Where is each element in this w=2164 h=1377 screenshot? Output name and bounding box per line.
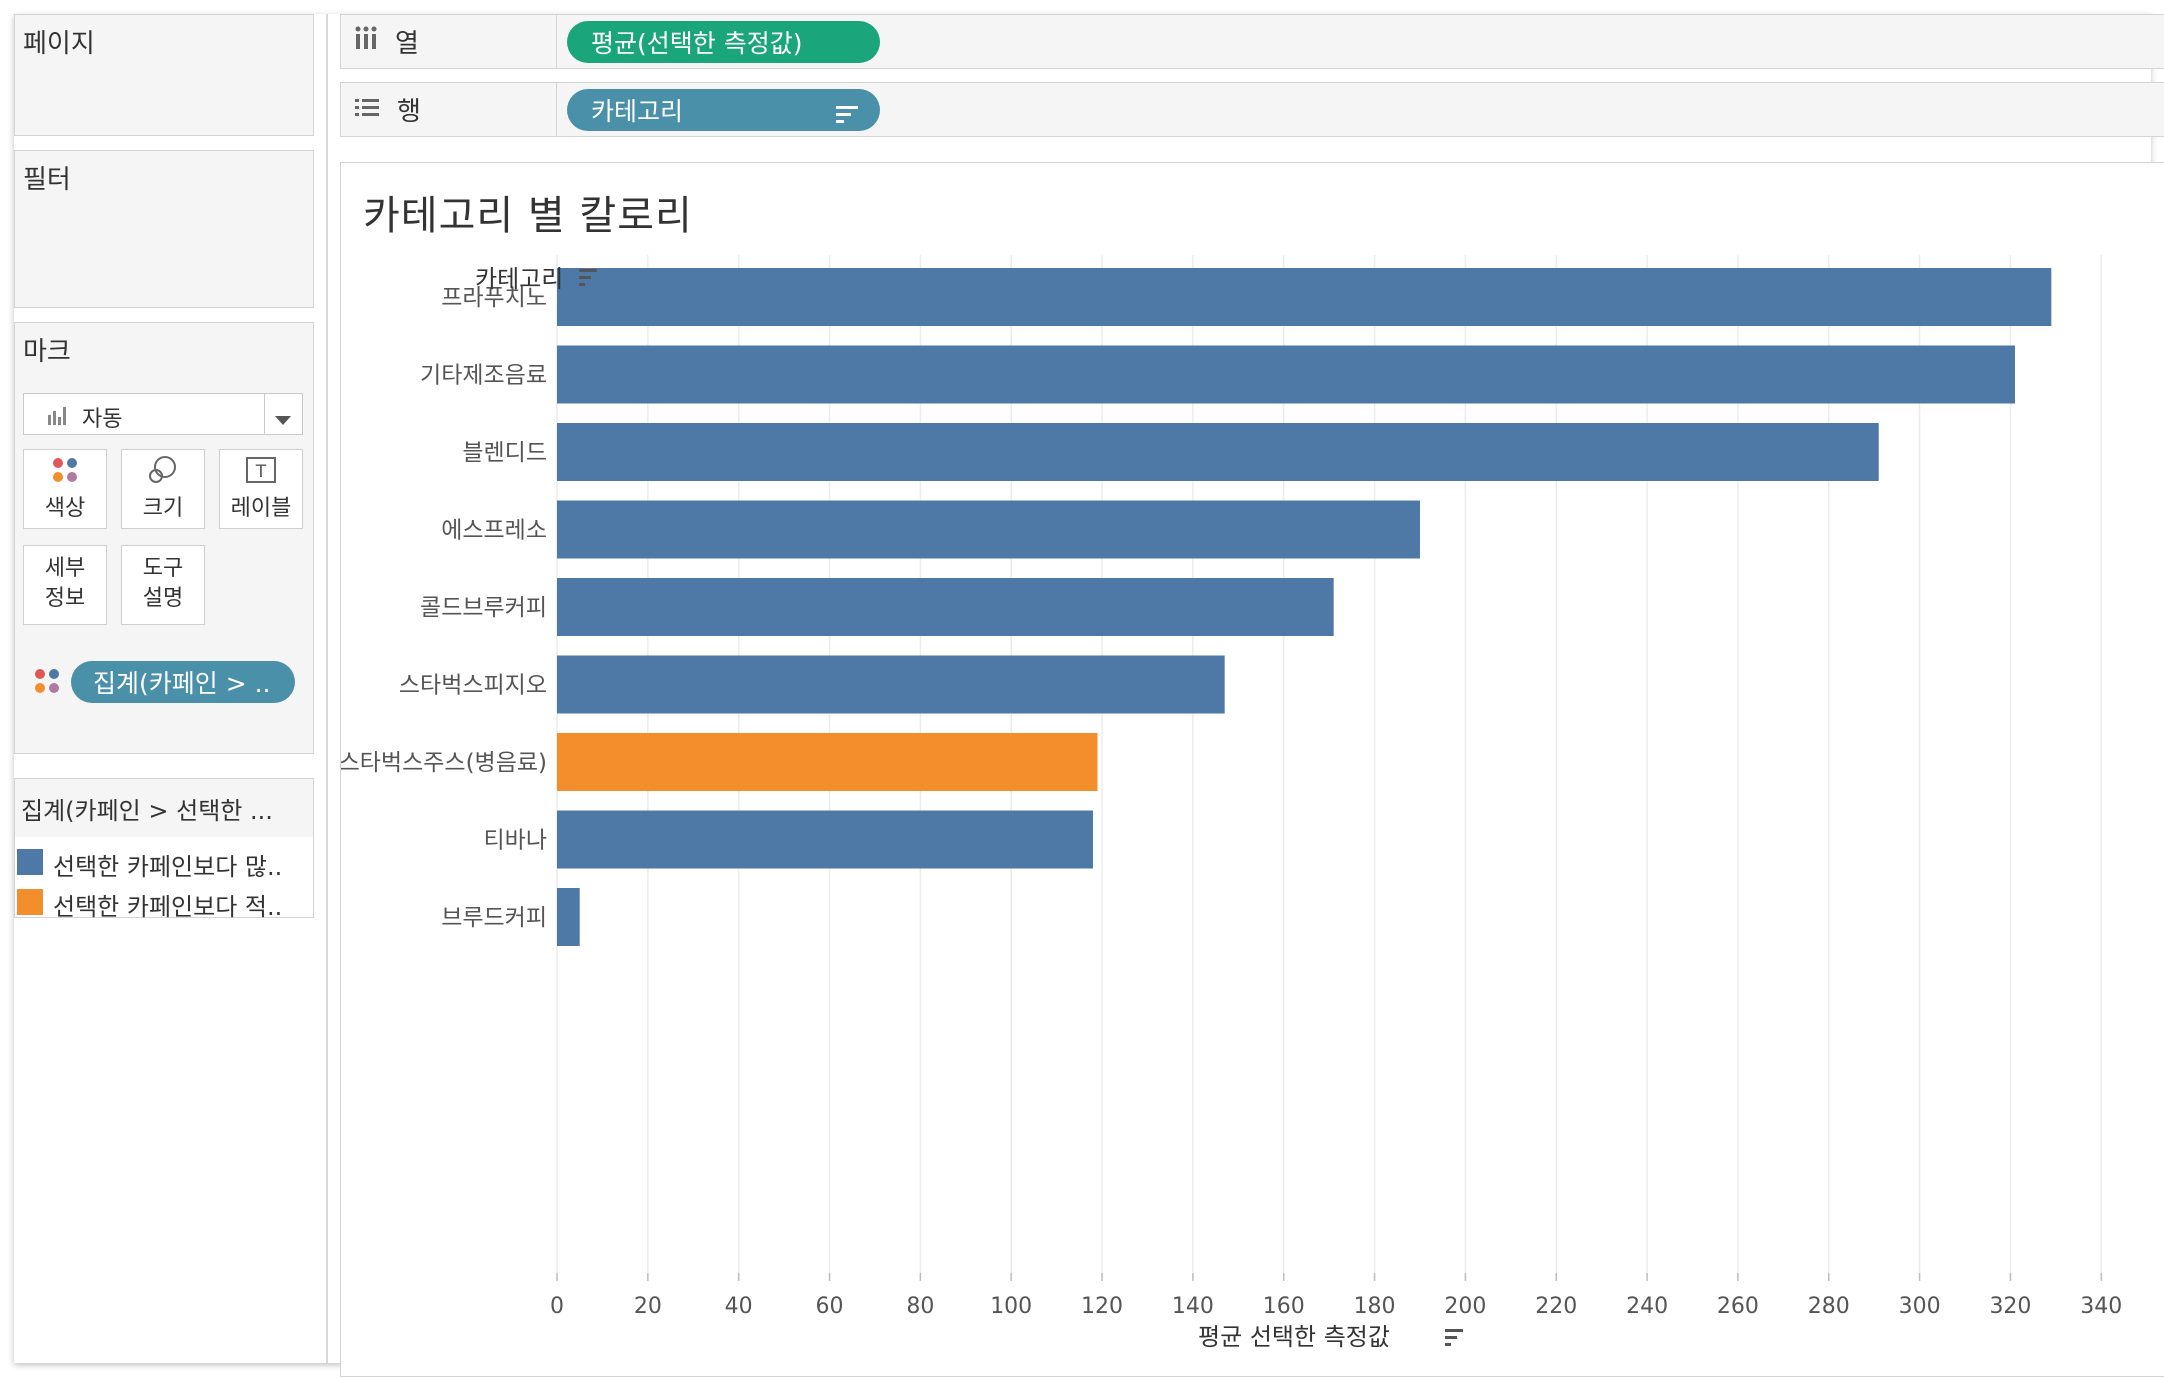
x-tick-label: 260: [1717, 1294, 1759, 1319]
sort-descending-icon[interactable]: [836, 101, 858, 130]
tooltip-card-label: 도구 설명: [142, 556, 184, 611]
x-tick-label: 280: [1808, 1294, 1850, 1319]
x-tick-label: 300: [1899, 1294, 1941, 1319]
filters-panel[interactable]: 필터: [14, 150, 314, 308]
color-card-label: 색상: [44, 496, 86, 521]
category-label[interactable]: 스타벅스주스(병음료): [341, 750, 547, 776]
x-tick-label: 20: [634, 1294, 662, 1319]
color-field-pill[interactable]: 집계(카페인 > ..: [71, 661, 295, 703]
bar[interactable]: [557, 578, 1334, 636]
pages-panel: 페이지: [14, 14, 314, 136]
bars: [557, 268, 2052, 946]
x-axis-title[interactable]: 평균 선택한 측정값: [1198, 1323, 1390, 1351]
color-field-pill-label: 집계(카페인 > ..: [93, 669, 271, 698]
marks-panel: 마크 자동 색상 크기 T 레이블: [14, 322, 314, 754]
category-labels: 프라푸치노기타제조음료블렌디드에스프레소콜드브루커피스타벅스피지오스타벅스주스(…: [341, 285, 547, 931]
category-label[interactable]: 프라푸치노: [441, 285, 547, 311]
x-tick-label: 340: [2080, 1294, 2122, 1319]
color-legend: 집계(카페인 > 선택한 ... 선택한 카페인보다 많.. 선택한 카페인보다…: [14, 778, 314, 921]
mark-type-label: 자동: [82, 407, 123, 432]
x-tick-label: 320: [1989, 1294, 2031, 1319]
detail-card-label: 세부 정보: [44, 556, 86, 611]
color-dots-icon: [24, 450, 106, 490]
legend-item-label: 선택한 카페인보다 적..: [53, 893, 283, 921]
category-label[interactable]: 브루드커피: [441, 905, 547, 931]
chevron-down-icon: [274, 408, 292, 433]
workspace: 페이지 필터 마크 자동 색상 크기: [14, 14, 2164, 1377]
label-card[interactable]: T 레이블: [219, 449, 303, 529]
marks-title: 마크: [23, 337, 71, 367]
size-card[interactable]: 크기: [121, 449, 205, 529]
x-tick-label: 160: [1263, 1294, 1305, 1319]
mark-type-select[interactable]: 자동: [23, 393, 303, 435]
rows-shelf-label: 행: [341, 83, 557, 136]
x-tick-label: 240: [1626, 1294, 1668, 1319]
legend-item-label: 선택한 카페인보다 많..: [53, 853, 283, 881]
rows-icon: [355, 95, 379, 125]
bar[interactable]: [557, 268, 2052, 326]
legend-item[interactable]: 선택한 카페인보다 적..: [15, 885, 313, 921]
bar-chart: 프라푸치노기타제조음료블렌디드에스프레소콜드브루커피스타벅스피지오스타벅스주스(…: [341, 255, 2122, 1351]
sidebar-divider[interactable]: [326, 14, 328, 1363]
bar[interactable]: [557, 888, 580, 946]
bar-chart-icon: [48, 406, 68, 431]
pages-title: 페이지: [23, 29, 95, 59]
x-tick-label: 220: [1535, 1294, 1577, 1319]
color-dots-icon: [33, 667, 61, 699]
rows-label: 행: [397, 97, 421, 127]
size-card-label: 크기: [142, 496, 184, 521]
bar[interactable]: [557, 733, 1098, 791]
columns-shelf-label: 열: [341, 15, 557, 68]
legend-title: 집계(카페인 > 선택한 ...: [15, 779, 313, 837]
rows-pill-label: 카테고리: [591, 97, 684, 126]
x-tick-label: 120: [1081, 1294, 1123, 1319]
svg-text:T: T: [255, 462, 267, 482]
category-label[interactable]: 블렌디드: [462, 440, 547, 466]
legend-item[interactable]: 선택한 카페인보다 많..: [15, 845, 313, 881]
legend-swatch: [17, 889, 43, 915]
rows-shelf[interactable]: 행 카테고리: [340, 82, 2164, 137]
bar[interactable]: [557, 345, 2015, 404]
x-tick-label: 200: [1444, 1294, 1486, 1319]
legend-swatch: [17, 849, 43, 875]
x-tick-label: 140: [1172, 1294, 1214, 1319]
sort-descending-icon[interactable]: [1445, 1329, 1463, 1346]
category-label[interactable]: 기타제조음료: [420, 363, 547, 389]
label-text-icon: T: [220, 450, 302, 490]
x-tick-label: 180: [1354, 1294, 1396, 1319]
bar[interactable]: [557, 655, 1225, 714]
bar[interactable]: [557, 810, 1093, 869]
x-tick-label: 80: [906, 1294, 934, 1319]
size-icon: [122, 450, 204, 490]
columns-pill[interactable]: 평균(선택한 측정값): [567, 21, 880, 63]
label-card-label: 레이블: [230, 496, 292, 521]
dropdown-divider: [264, 394, 265, 434]
sort-descending-icon[interactable]: [579, 269, 597, 286]
category-label[interactable]: 티바나: [484, 828, 547, 854]
rows-pill[interactable]: 카테고리: [567, 89, 880, 131]
y-axis-title[interactable]: 카테고리: [475, 265, 563, 293]
x-tick-label: 100: [990, 1294, 1032, 1319]
category-label[interactable]: 콜드브루커피: [420, 595, 547, 621]
color-card[interactable]: 색상: [23, 449, 107, 529]
chart-title: 카테고리 별 칼로리: [363, 193, 693, 239]
category-label[interactable]: 스타벅스피지오: [399, 673, 547, 699]
bar[interactable]: [557, 423, 1879, 481]
category-label[interactable]: 에스프레소: [441, 518, 547, 544]
x-tick-label: 40: [725, 1294, 753, 1319]
detail-card[interactable]: 세부 정보: [23, 545, 107, 625]
columns-label: 열: [395, 29, 419, 59]
columns-pill-label: 평균(선택한 측정값): [591, 29, 803, 58]
bar[interactable]: [557, 500, 1420, 559]
columns-shelf[interactable]: 열 평균(선택한 측정값): [340, 14, 2164, 69]
x-tick-label: 0: [550, 1294, 564, 1319]
x-tick-labels: 0 20 40 60 80 100 120 140 160 180 200 220 240 260 280 3…: [550, 1294, 2122, 1319]
x-tick-label: 60: [816, 1294, 844, 1319]
filters-title: 필터: [23, 165, 71, 195]
columns-icon: [355, 26, 377, 57]
tooltip-card[interactable]: 도구 설명: [121, 545, 205, 625]
